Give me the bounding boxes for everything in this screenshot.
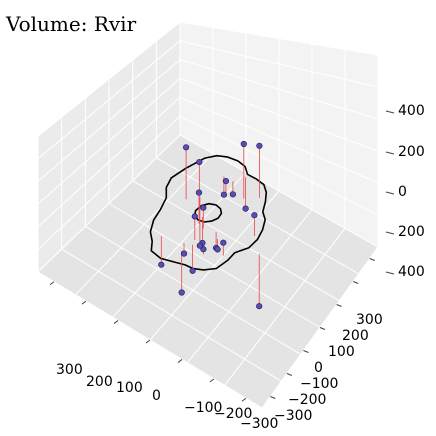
data-point	[191, 213, 198, 220]
point-stems	[160, 144, 260, 307]
data-point	[200, 204, 207, 211]
z-tick-label: 200	[398, 224, 425, 240]
right-gridline	[179, 21, 379, 56]
floor-pane	[38, 135, 378, 408]
y-tick-label: −300	[274, 408, 312, 424]
x-tick-label: −200	[214, 406, 252, 422]
data-point	[196, 158, 203, 166]
x-tickmark	[241, 397, 247, 402]
data-point	[180, 250, 188, 257]
z-tick-label: 400	[398, 264, 425, 280]
data-point	[229, 191, 236, 198]
data-point	[240, 140, 247, 148]
x-tick-label: 0	[152, 388, 161, 404]
z-tickmark	[385, 151, 395, 155]
y-tick-label: 100	[328, 344, 355, 360]
y-tick-label: 300	[356, 312, 383, 328]
data-point	[251, 212, 258, 219]
y-tickmark	[369, 258, 375, 261]
data-point	[242, 205, 249, 212]
data-point	[256, 303, 263, 310]
x-tickmark	[81, 300, 87, 305]
axes-panes	[38, 22, 378, 408]
z-tickmark	[385, 110, 395, 114]
chart-title: Volume: Rvir	[5, 12, 137, 36]
y-tickmark	[319, 327, 326, 330]
z-tick-label: 0	[398, 184, 407, 200]
z-tickmark	[385, 231, 395, 235]
y-tick-label: 0	[314, 360, 323, 376]
x-tick-label: 100	[116, 380, 143, 396]
y-tickmark	[286, 373, 293, 376]
outer-contour	[149, 154, 268, 271]
data-point	[220, 191, 227, 198]
y-tickmark	[336, 304, 342, 307]
z-tickmark	[385, 191, 395, 195]
y-tick-label: −200	[288, 392, 326, 408]
data-point	[189, 267, 196, 274]
y-tick-label: −100	[300, 376, 338, 392]
z-tick-label: 200	[398, 144, 425, 160]
left-gridline	[37, 21, 181, 137]
x-tick-label: −100	[184, 400, 222, 416]
left-gridline	[37, 40, 181, 160]
data-point	[256, 142, 263, 149]
floor-gridline	[179, 134, 379, 248]
data-point	[222, 178, 229, 185]
data-point	[183, 144, 190, 151]
x-tickmark	[209, 378, 215, 383]
x-tickmark	[49, 281, 55, 286]
x-tickmark	[113, 320, 119, 324]
floor-gridline	[156, 157, 359, 275]
data-point	[158, 261, 165, 268]
data-points	[158, 140, 263, 310]
x-tick-label: 200	[86, 374, 113, 390]
y-tickmark	[270, 396, 276, 399]
x-tick-label: −300	[240, 416, 278, 432]
x-tickmark	[145, 339, 151, 344]
y-tickmark	[352, 281, 359, 284]
data-point	[220, 239, 227, 246]
right-gridline	[179, 40, 379, 88]
z-tick-label: 400	[398, 103, 425, 119]
z-tickmark	[385, 271, 395, 275]
x-tickmark	[177, 359, 183, 363]
data-point	[214, 246, 221, 253]
data-point	[178, 289, 185, 296]
data-point	[195, 189, 203, 196]
y-tickmark	[303, 350, 309, 353]
data-point	[196, 242, 203, 249]
y-tick-label: 200	[342, 328, 369, 344]
x-tick-label: 300	[56, 362, 83, 378]
